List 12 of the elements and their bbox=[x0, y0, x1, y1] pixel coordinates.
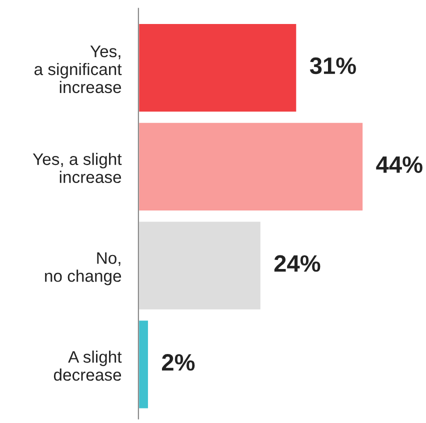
data-label: 2% bbox=[162, 354, 195, 371]
bar bbox=[138, 121, 364, 212]
bar bbox=[138, 22, 298, 113]
y-tick-label: Yes, a significant increase bbox=[34, 46, 122, 94]
data-label: 24% bbox=[274, 255, 320, 272]
data-label: 31% bbox=[310, 57, 356, 74]
data-label: 44% bbox=[376, 156, 422, 173]
y-tick-label: No, no change bbox=[45, 252, 122, 286]
y-tick-label: A slight decrease bbox=[54, 350, 122, 381]
bar bbox=[138, 220, 262, 311]
y-tick-label: Yes, a slight increase bbox=[32, 152, 122, 184]
bar bbox=[138, 319, 150, 410]
